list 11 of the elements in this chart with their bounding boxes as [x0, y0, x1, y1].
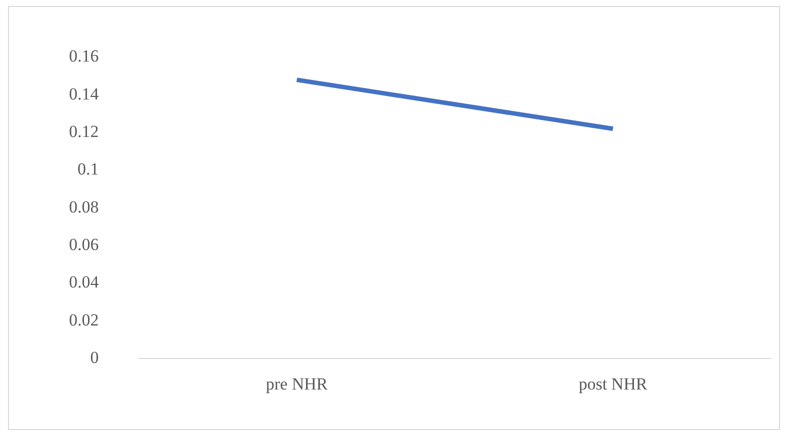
y-tick-label: 0.1: [78, 160, 99, 179]
y-tick-label: 0.16: [69, 46, 99, 66]
y-tick-label: 0: [90, 348, 99, 368]
y-tick-label: 0.06: [69, 235, 99, 254]
y-tick-label: 0.12: [69, 122, 99, 142]
y-tick-label: 0.08: [69, 197, 99, 216]
y-tick-label: 0.04: [69, 272, 100, 292]
x-tick-label: pre NHR: [266, 374, 328, 394]
y-tick-label: 0.02: [69, 310, 99, 330]
y-tick-label: 0.14: [69, 84, 100, 104]
x-tick-label: post NHR: [578, 374, 648, 394]
